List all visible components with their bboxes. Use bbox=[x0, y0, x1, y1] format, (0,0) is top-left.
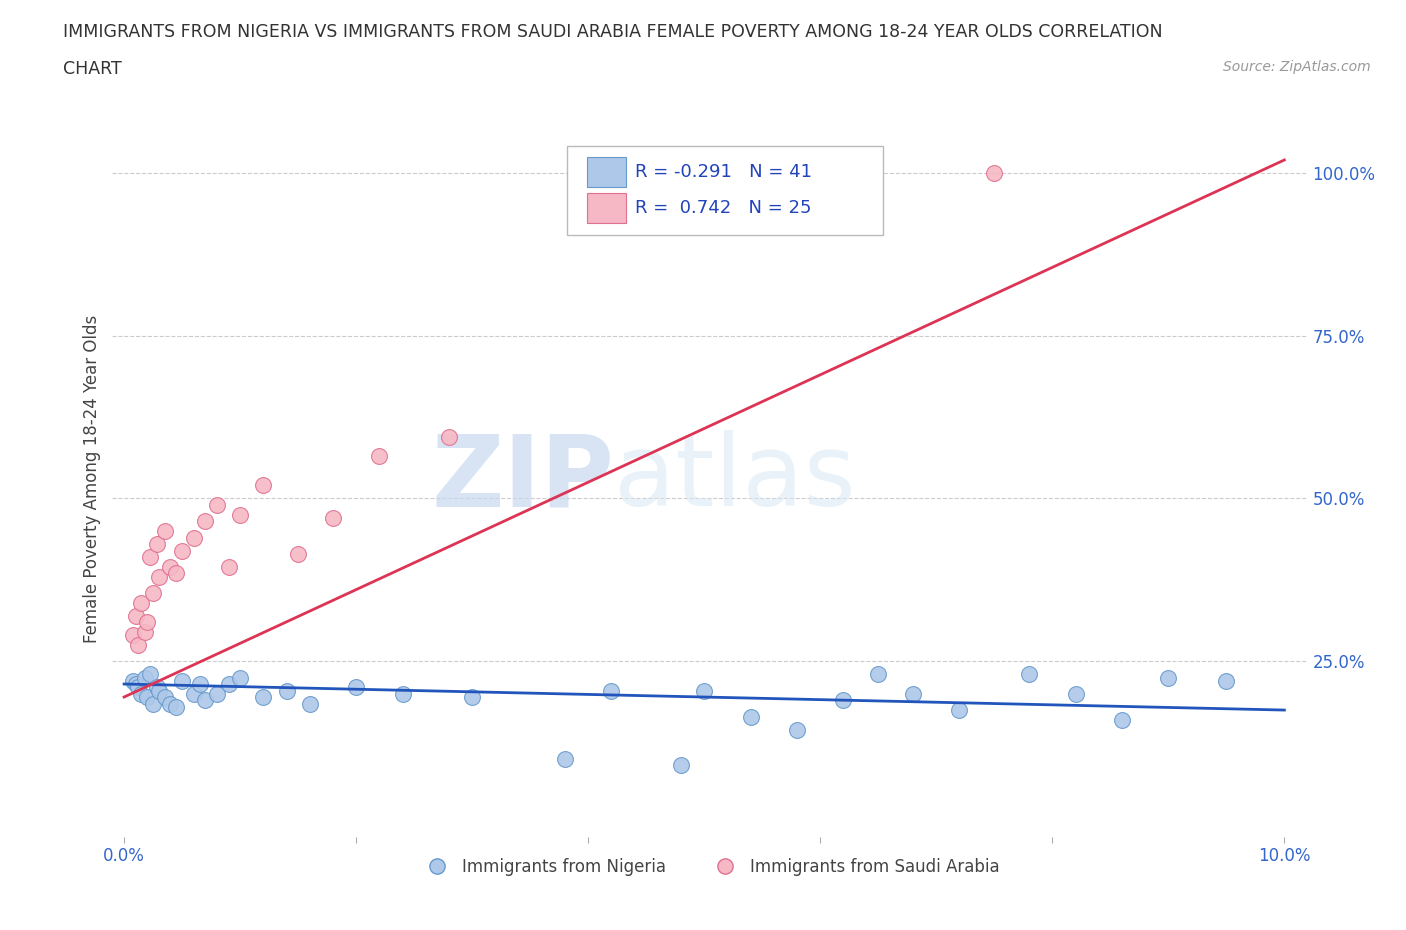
Point bbox=[165, 565, 187, 580]
Point bbox=[122, 673, 145, 688]
Point bbox=[948, 703, 970, 718]
Point bbox=[461, 690, 484, 705]
Point bbox=[153, 524, 176, 538]
Text: ZIP: ZIP bbox=[432, 431, 614, 527]
Text: CHART: CHART bbox=[63, 60, 122, 78]
FancyBboxPatch shape bbox=[567, 146, 883, 235]
Point bbox=[194, 693, 217, 708]
Text: Source: ZipAtlas.com: Source: ZipAtlas.com bbox=[1223, 60, 1371, 74]
Bar bbox=[586, 157, 627, 188]
Point bbox=[159, 560, 181, 575]
Point bbox=[218, 677, 240, 692]
Point bbox=[183, 530, 205, 545]
Point bbox=[1018, 667, 1040, 682]
Point bbox=[901, 686, 924, 701]
Point bbox=[229, 670, 252, 684]
Point bbox=[134, 625, 156, 640]
Point bbox=[669, 758, 692, 773]
Point bbox=[600, 683, 623, 698]
Point bbox=[136, 615, 159, 630]
Point bbox=[127, 680, 149, 695]
Point bbox=[1064, 686, 1087, 701]
Point bbox=[252, 478, 274, 493]
Point bbox=[125, 677, 148, 692]
Point bbox=[205, 498, 228, 512]
Point bbox=[287, 547, 309, 562]
Point bbox=[142, 696, 165, 711]
Point bbox=[145, 537, 167, 551]
Point bbox=[134, 670, 156, 684]
Point bbox=[148, 569, 170, 584]
Point bbox=[832, 693, 855, 708]
Point bbox=[136, 690, 159, 705]
Point bbox=[786, 723, 808, 737]
Point bbox=[159, 696, 181, 711]
Point bbox=[391, 686, 413, 701]
Text: IMMIGRANTS FROM NIGERIA VS IMMIGRANTS FROM SAUDI ARABIA FEMALE POVERTY AMONG 18-: IMMIGRANTS FROM NIGERIA VS IMMIGRANTS FR… bbox=[63, 23, 1163, 41]
Point bbox=[148, 683, 170, 698]
Point bbox=[194, 513, 217, 528]
Bar bbox=[586, 193, 627, 223]
Point bbox=[252, 690, 274, 705]
Point bbox=[183, 686, 205, 701]
Point bbox=[138, 550, 160, 565]
Point bbox=[229, 508, 252, 523]
Point bbox=[142, 586, 165, 601]
Text: R =  0.742   N = 25: R = 0.742 N = 25 bbox=[634, 199, 811, 218]
Text: R = -0.291   N = 41: R = -0.291 N = 41 bbox=[634, 164, 811, 181]
Point bbox=[205, 686, 228, 701]
Point bbox=[740, 710, 762, 724]
Point bbox=[131, 595, 153, 610]
Point bbox=[298, 696, 321, 711]
Point bbox=[1111, 712, 1133, 727]
Point bbox=[131, 686, 153, 701]
Point bbox=[145, 680, 167, 695]
Point bbox=[1157, 670, 1180, 684]
Point bbox=[322, 511, 344, 525]
Text: atlas: atlas bbox=[614, 431, 856, 527]
Point bbox=[188, 677, 211, 692]
Point bbox=[276, 683, 298, 698]
Y-axis label: Female Poverty Among 18-24 Year Olds: Female Poverty Among 18-24 Year Olds bbox=[83, 315, 101, 643]
Legend: Immigrants from Nigeria, Immigrants from Saudi Arabia: Immigrants from Nigeria, Immigrants from… bbox=[413, 851, 1007, 883]
Point bbox=[868, 667, 890, 682]
Point bbox=[153, 690, 176, 705]
Point bbox=[344, 680, 367, 695]
Point bbox=[554, 751, 576, 766]
Point bbox=[437, 430, 460, 445]
Point bbox=[122, 628, 145, 643]
Point bbox=[127, 638, 149, 653]
Point bbox=[172, 543, 194, 558]
Point bbox=[125, 608, 148, 623]
Point bbox=[138, 667, 160, 682]
Point bbox=[1215, 673, 1237, 688]
Point bbox=[693, 683, 716, 698]
Point bbox=[983, 166, 1005, 180]
Point bbox=[368, 449, 391, 464]
Point bbox=[218, 560, 240, 575]
Point bbox=[165, 699, 187, 714]
Point bbox=[172, 673, 194, 688]
